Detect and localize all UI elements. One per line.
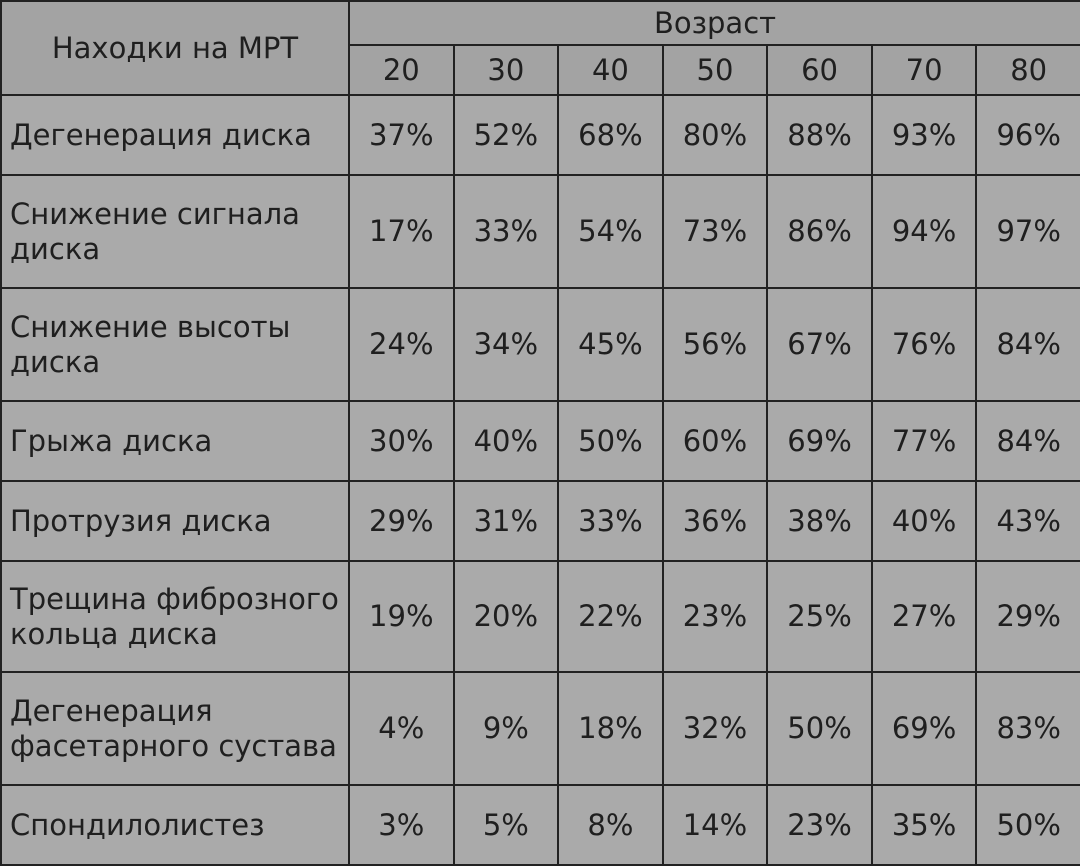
table-cell: 17%	[348, 174, 455, 289]
table-cell: 69%	[766, 400, 873, 482]
table-cell: 8%	[557, 784, 664, 866]
row-label-disc-herniation: Грыжа диска	[0, 400, 350, 482]
table-cell: 50%	[975, 784, 1080, 866]
age-header-80: 80	[975, 44, 1080, 96]
table-cell: 54%	[557, 174, 664, 289]
table-cell: 88%	[766, 94, 873, 176]
row-label-disc-degeneration: Дегенерация диска	[0, 94, 350, 176]
table-row-annular-fissure: Трещина фиброзного кольца диска 19% 20% …	[0, 560, 1080, 673]
table-cell: 97%	[975, 174, 1080, 289]
age-header-70: 70	[870, 44, 978, 96]
table-cell: 33%	[557, 480, 664, 562]
table-cell: 73%	[661, 174, 769, 289]
age-header-40: 40	[557, 44, 664, 96]
table-cell: 29%	[975, 560, 1080, 673]
row-label-spondylolisthesis: Спондилолистез	[0, 784, 350, 866]
table-cell: 60%	[661, 400, 769, 482]
table-cell: 50%	[766, 671, 873, 786]
table-cell: 4%	[348, 671, 455, 786]
table-row-disc-herniation: Грыжа диска 30% 40% 50% 60% 69% 77% 84%	[0, 400, 1080, 482]
table-cell: 96%	[975, 94, 1080, 176]
table-cell: 23%	[661, 560, 769, 673]
table-cell: 68%	[557, 94, 664, 176]
table-cell: 23%	[766, 784, 873, 866]
table-cell: 30%	[348, 400, 455, 482]
table-cell: 33%	[452, 174, 560, 289]
table-cell: 22%	[557, 560, 664, 673]
table-cell: 83%	[975, 671, 1080, 786]
table-cell: 20%	[452, 560, 560, 673]
table-row-disc-height-loss: Снижение высоты диска 24% 34% 45% 56% 67…	[0, 287, 1080, 402]
table-cell: 34%	[452, 287, 560, 402]
findings-column-header: Находки на МРТ	[0, 0, 350, 96]
row-label-facet-degeneration: Дегенерация фасетарного сустава	[0, 671, 350, 786]
table-cell: 37%	[348, 94, 455, 176]
table-row-disc-signal-loss: Снижение сигнала диска 17% 33% 54% 73% 8…	[0, 174, 1080, 289]
table-row-facet-degeneration: Дегенерация фасетарного сустава 4% 9% 18…	[0, 671, 1080, 786]
table-cell: 25%	[766, 560, 873, 673]
table-cell: 56%	[661, 287, 769, 402]
table-cell: 32%	[661, 671, 769, 786]
table-cell: 27%	[870, 560, 978, 673]
table-cell: 94%	[870, 174, 978, 289]
age-header-20: 20	[348, 44, 455, 96]
age-header-30: 30	[452, 44, 560, 96]
table-cell: 77%	[870, 400, 978, 482]
header-row-top: Находки на МРТ Возраст	[0, 0, 1080, 96]
table-cell: 93%	[870, 94, 978, 176]
table-cell: 84%	[975, 287, 1080, 402]
row-label-annular-fissure: Трещина фиброзного кольца диска	[0, 560, 350, 673]
age-group-header: Возраст	[348, 0, 1080, 46]
table-cell: 18%	[557, 671, 664, 786]
table-cell: 5%	[452, 784, 560, 866]
row-label-disc-protrusion: Протрузия диска	[0, 480, 350, 562]
table-cell: 76%	[870, 287, 978, 402]
age-header-row: 20 30 40 50 60 70 80	[1, 44, 1080, 96]
table-cell: 52%	[452, 94, 560, 176]
table-cell: 35%	[870, 784, 978, 866]
table-cell: 24%	[348, 287, 455, 402]
table-cell: 31%	[452, 480, 560, 562]
table-cell: 19%	[348, 560, 455, 673]
row-label-disc-height-loss: Снижение высоты диска	[0, 287, 350, 402]
table-cell: 50%	[557, 400, 664, 482]
table-cell: 40%	[870, 480, 978, 562]
table-cell: 36%	[661, 480, 769, 562]
table-cell: 86%	[766, 174, 873, 289]
row-label-disc-signal-loss: Снижение сигнала диска	[0, 174, 350, 289]
table-cell: 3%	[348, 784, 455, 866]
table-cell: 29%	[348, 480, 455, 562]
table-cell: 9%	[452, 671, 560, 786]
table-row-disc-degeneration: Дегенерация диска 37% 52% 68% 80% 88% 93…	[0, 94, 1080, 176]
table-row-disc-protrusion: Протрузия диска 29% 31% 33% 36% 38% 40% …	[0, 480, 1080, 562]
table-cell: 38%	[766, 480, 873, 562]
table-cell: 45%	[557, 287, 664, 402]
age-header-60: 60	[766, 44, 873, 96]
table-cell: 40%	[452, 400, 560, 482]
table-cell: 69%	[870, 671, 978, 786]
table-cell: 43%	[975, 480, 1080, 562]
age-header-50: 50	[661, 44, 769, 96]
table-cell: 80%	[661, 94, 769, 176]
table-cell: 14%	[661, 784, 769, 866]
table-row-spondylolisthesis: Спондилолистез 3% 5% 8% 14% 23% 35% 50%	[0, 784, 1080, 866]
table-cell: 84%	[975, 400, 1080, 482]
table-cell: 67%	[766, 287, 873, 402]
